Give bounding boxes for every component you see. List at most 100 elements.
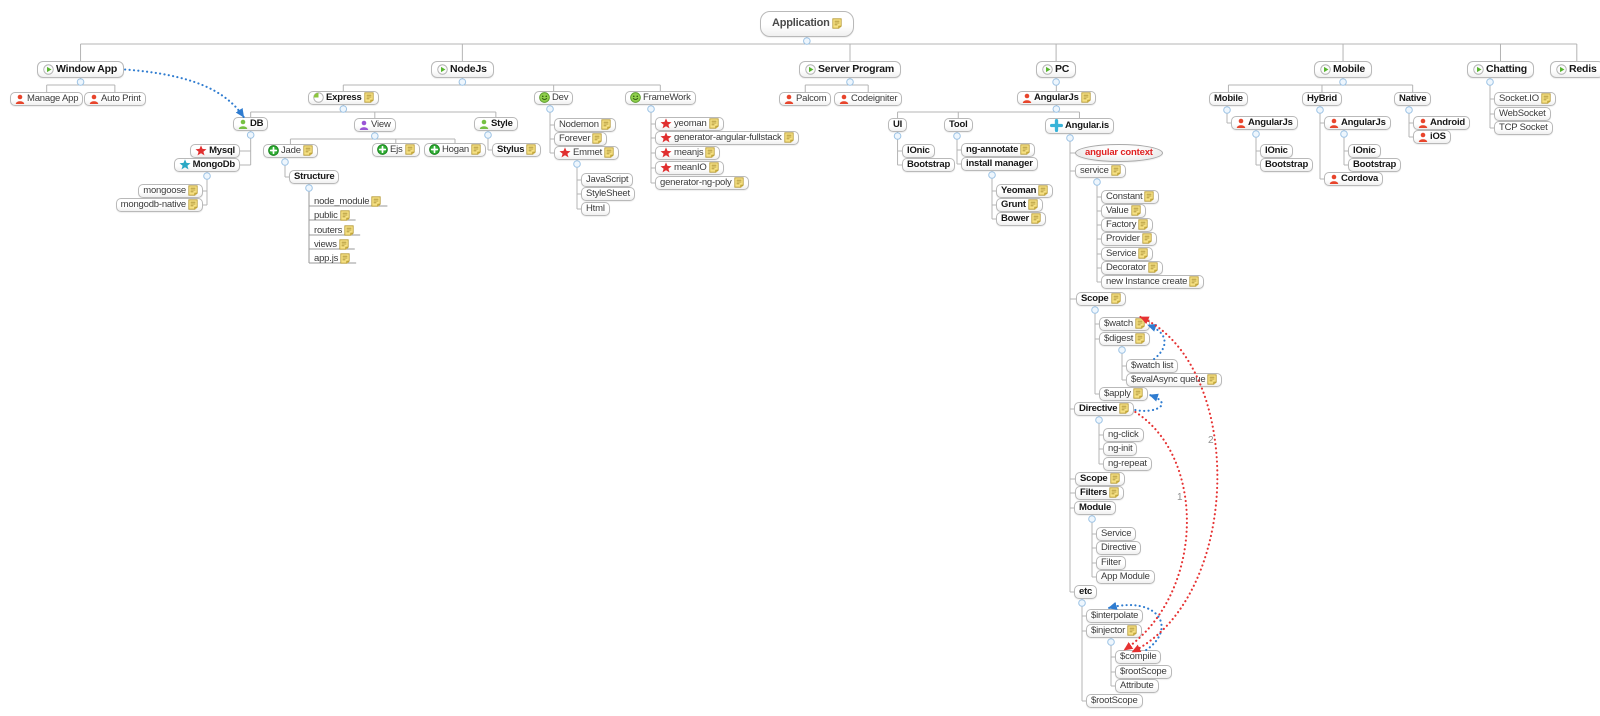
node-palcom[interactable]: Palcom: [779, 92, 832, 106]
node-ng-repeat[interactable]: ng-repeat: [1103, 457, 1152, 471]
node-digest[interactable]: $digest: [1099, 332, 1151, 346]
node-ionic-hybrid[interactable]: IOnic: [1348, 144, 1381, 158]
node-evalasync-queue[interactable]: $evalAsync queue: [1126, 373, 1223, 387]
node-ng-init[interactable]: ng-init: [1103, 442, 1138, 456]
node-android[interactable]: Android: [1413, 116, 1471, 130]
node-etc[interactable]: etc: [1074, 585, 1098, 599]
node-framework[interactable]: FrameWork: [625, 91, 696, 105]
node-scope-1[interactable]: Scope: [1076, 292, 1126, 306]
node-yeoman-tool[interactable]: Yeoman: [996, 184, 1054, 198]
node-attribute[interactable]: Attribute: [1115, 679, 1159, 693]
node-ng-annotate[interactable]: ng-annotate: [961, 143, 1036, 157]
node-filter[interactable]: Filter: [1096, 556, 1126, 570]
node-bootstrap-hybrid[interactable]: Bootstrap: [1348, 158, 1402, 172]
node-ionic-mobile[interactable]: IOnic: [1260, 144, 1293, 158]
node-ejs[interactable]: Ejs: [372, 143, 420, 157]
node-pc[interactable]: PC: [1036, 61, 1077, 78]
node-style[interactable]: Style: [474, 117, 518, 131]
node-angularjs-hybrid[interactable]: AngularJs: [1324, 116, 1391, 130]
node-constant[interactable]: Constant: [1101, 190, 1160, 204]
node-angularjs-pc[interactable]: AngularJs: [1017, 91, 1096, 105]
node-nodejs[interactable]: NodeJs: [431, 61, 494, 78]
node-angular-is[interactable]: Angular.is: [1045, 118, 1114, 134]
node-directive-3[interactable]: Directive: [1096, 541, 1142, 555]
node-interpolate[interactable]: $interpolate: [1086, 609, 1144, 623]
node-app-module[interactable]: App Module: [1096, 570, 1155, 584]
node-directive-1[interactable]: Directive: [1074, 402, 1135, 416]
node-module[interactable]: Module: [1074, 501, 1117, 515]
node-ionic-ui[interactable]: IOnic: [902, 144, 935, 158]
node-service-3[interactable]: Service: [1096, 527, 1137, 541]
node-rootscope-etc[interactable]: $rootScope: [1086, 694, 1143, 708]
node-mobile-sub[interactable]: Mobile: [1209, 92, 1248, 106]
node-routers[interactable]: routers: [312, 225, 356, 236]
node-value[interactable]: Value: [1101, 204, 1146, 218]
node-ng-click[interactable]: ng-click: [1103, 428, 1144, 442]
node-mysql[interactable]: Mysql: [190, 144, 240, 158]
node-tcp-socket[interactable]: TCP Socket: [1494, 121, 1553, 135]
node-stylesheet[interactable]: StyleSheet: [581, 187, 635, 201]
node-emmet[interactable]: Emmet: [554, 146, 620, 160]
node-install-manager[interactable]: install manager: [961, 157, 1038, 171]
node-views[interactable]: views: [312, 239, 351, 250]
node-stylus[interactable]: Stylus: [492, 143, 542, 157]
node-auto-print[interactable]: Auto Print: [84, 92, 146, 106]
node-mongodb[interactable]: MongoDb: [173, 158, 240, 172]
node-rootscope-injector[interactable]: $rootScope: [1115, 665, 1172, 679]
node-ios[interactable]: iOS: [1413, 130, 1451, 144]
node-hybrid[interactable]: HyBrid: [1302, 92, 1342, 106]
node-websocket[interactable]: WebSocket: [1494, 107, 1551, 121]
node-codeigniter[interactable]: Codeigniter: [834, 92, 903, 106]
node-application[interactable]: Application: [760, 11, 854, 37]
node-meanio[interactable]: meanIO: [655, 161, 724, 175]
node-dev[interactable]: Dev: [534, 91, 574, 105]
node-angularjs-mobile[interactable]: AngularJs: [1231, 116, 1298, 130]
node-view[interactable]: View: [354, 118, 396, 132]
node-service[interactable]: service: [1075, 164, 1126, 178]
node-hogan[interactable]: Hogan: [424, 143, 486, 157]
node-manage-app[interactable]: Manage App: [10, 92, 84, 106]
node-grunt[interactable]: Grunt: [996, 198, 1043, 212]
node-native[interactable]: Native: [1394, 92, 1432, 106]
node-apply[interactable]: $apply: [1099, 387, 1148, 401]
node-ui[interactable]: UI: [888, 118, 908, 132]
node-javascript[interactable]: JavaScript: [581, 173, 634, 187]
node-service-2[interactable]: Service: [1101, 247, 1154, 261]
node-yeoman-fw[interactable]: yeoman: [655, 117, 724, 131]
node-chatting[interactable]: Chatting: [1467, 61, 1534, 78]
node-forever[interactable]: Forever: [554, 132, 608, 146]
node-db[interactable]: DB: [233, 117, 269, 131]
node-compile[interactable]: $compile: [1115, 650, 1162, 664]
node-tool[interactable]: Tool: [944, 118, 973, 132]
node-jade[interactable]: Jade: [263, 144, 318, 158]
node-server-program[interactable]: Server Program: [799, 61, 901, 78]
node-bootstrap-ui[interactable]: Bootstrap: [902, 158, 956, 172]
node-window-app[interactable]: Window App: [37, 61, 125, 78]
node-app-js[interactable]: app.js: [312, 253, 352, 264]
node-redis[interactable]: Redis: [1550, 61, 1600, 78]
node-watch-list[interactable]: $watch list: [1126, 359, 1179, 373]
node-socket-io[interactable]: Socket.IO: [1494, 92, 1556, 106]
node-bootstrap-mobile[interactable]: Bootstrap: [1260, 158, 1314, 172]
node-gen-ng-poly[interactable]: generator-ng-poly: [655, 176, 749, 190]
node-watch[interactable]: $watch: [1099, 317, 1150, 331]
node-filters[interactable]: Filters: [1075, 486, 1125, 500]
node-mobile[interactable]: Mobile: [1314, 61, 1373, 78]
node-cordova[interactable]: Cordova: [1324, 172, 1384, 186]
node-node-module[interactable]: node_module: [312, 196, 383, 207]
node-bower[interactable]: Bower: [996, 212, 1047, 226]
node-public[interactable]: public: [312, 210, 352, 221]
node-mongodb-native[interactable]: mongodb-native: [115, 198, 203, 212]
node-mongoose[interactable]: mongoose: [138, 184, 203, 198]
node-nodemon[interactable]: Nodemon: [554, 118, 616, 132]
node-gen-angular-fullstack[interactable]: generator-angular-fullstack: [655, 131, 799, 145]
node-scope-2[interactable]: Scope: [1075, 472, 1125, 486]
node-meanjs[interactable]: meanjs: [655, 146, 721, 160]
node-decorator[interactable]: Decorator: [1101, 261, 1163, 275]
node-express[interactable]: Express: [308, 91, 379, 105]
node-factory[interactable]: Factory: [1101, 218, 1154, 232]
node-injector[interactable]: $injector: [1086, 624, 1143, 638]
node-angular-context[interactable]: angular context: [1075, 144, 1163, 162]
node-structure[interactable]: Structure: [289, 170, 340, 184]
node-html[interactable]: Html: [581, 202, 610, 216]
